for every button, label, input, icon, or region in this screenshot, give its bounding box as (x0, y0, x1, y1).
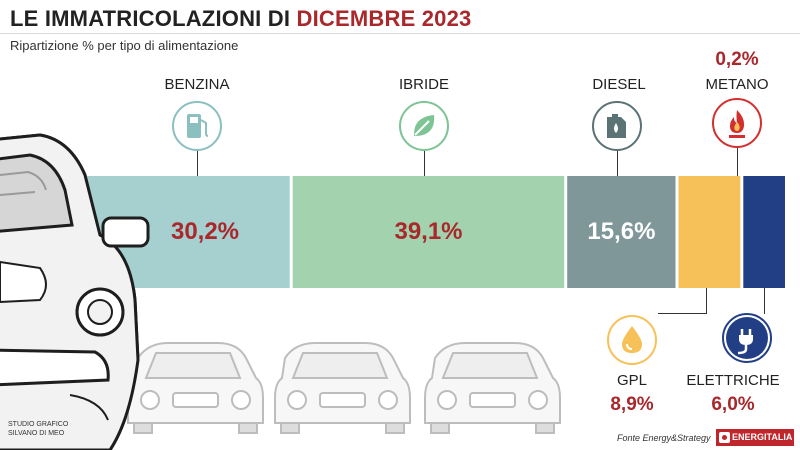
leader-line-gpl-h (658, 313, 707, 314)
fuel-pump-icon (172, 101, 222, 151)
page-subtitle: Ripartizione % per tipo di alimentazione (10, 38, 239, 53)
oil-can-icon (592, 101, 642, 151)
value-metano: 0,2% (715, 49, 759, 70)
title-part-1: LE IMMATRICOLAZIONI DI (10, 6, 291, 31)
title-part-2: DICEMBRE 2023 (296, 6, 472, 31)
leader-line-elettriche (764, 288, 765, 314)
energitalia-logo: ENERGITALIA (716, 429, 794, 446)
electric-plug-icon (722, 313, 772, 363)
graphic-credit: STUDIO GRAFICO SILVANO DI MEO (8, 420, 68, 438)
value-elettriche: 6,0% (711, 394, 755, 415)
gas-drop-icon (607, 315, 657, 365)
label-metano: METANO (705, 76, 769, 93)
leader-line-metano (737, 147, 738, 176)
credit-line-2: SILVANO DI MEO (8, 430, 65, 437)
leader-line-ibride (424, 150, 425, 176)
logo-text: ENERGITALIA (732, 432, 793, 442)
flame-icon (712, 98, 762, 148)
label-elettriche: ELETTRICHE (686, 372, 780, 389)
leaf-icon (399, 101, 449, 151)
leader-line-diesel (617, 150, 618, 176)
page-title: LE IMMATRICOLAZIONI DI DICEMBRE 2023 (10, 6, 472, 32)
leader-line-benzina (197, 150, 198, 176)
source-note: Fonte Energy&Strategy (617, 433, 711, 443)
energitalia-logo-icon (719, 432, 730, 443)
segment-label-benzina: 30,2% (170, 218, 240, 245)
credit-line-1: STUDIO GRAFICO (8, 421, 69, 428)
label-diesel: DIESEL (592, 76, 646, 93)
label-gpl: GPL (616, 372, 648, 389)
label-ibride: IBRIDE (398, 76, 450, 93)
value-gpl: 8,9% (610, 394, 654, 415)
car-small-illustrations (127, 342, 561, 434)
segment-label-diesel: 15,6% (587, 218, 656, 245)
label-benzina: BENZINA (164, 76, 230, 93)
title-divider (0, 33, 800, 34)
leader-line-gpl (706, 288, 707, 313)
segment-label-ibride: 39,1% (394, 218, 463, 245)
